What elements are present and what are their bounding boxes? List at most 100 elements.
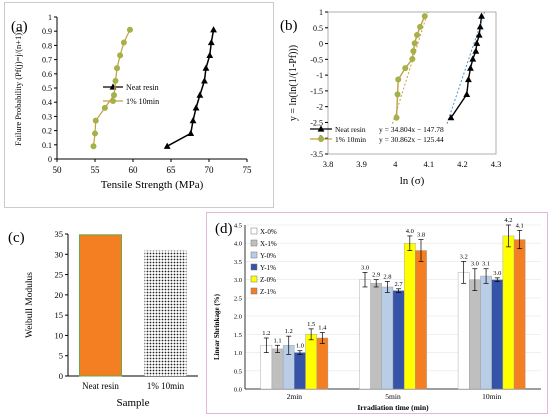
d-data-label: 1.0	[296, 343, 304, 350]
d-bar	[469, 279, 481, 390]
d-data-label: 1.1	[273, 337, 281, 344]
a-data-point	[92, 117, 99, 124]
b-x-tick-label: 3.8	[323, 159, 334, 169]
a-data-point	[90, 143, 97, 150]
a-data-point	[201, 77, 208, 84]
d-bar	[370, 283, 383, 390]
c-y-tick-label: 0	[59, 371, 63, 381]
panel-d-linear-shrinkage-chart: 0.0 0.5 1.0 1.5 2.0 2.5 3.0 3.5 4.0 4.5 1.2 1.1 1.2 1…	[206, 212, 548, 414]
d-bar	[457, 272, 470, 390]
d-data-label: 2.7	[395, 281, 404, 288]
a-series-line	[166, 29, 215, 147]
b-x-tick-label: 4.3	[491, 159, 502, 169]
d-bar	[381, 286, 394, 390]
b-x-tick-label: 4	[393, 159, 398, 169]
b-data-point	[410, 48, 417, 55]
d-data-label: 1.2	[262, 330, 270, 337]
a-x-tick-label: 60	[129, 165, 139, 175]
b-plot-frame	[327, 11, 497, 155]
a-y-tick-label: 0.2	[42, 127, 52, 136]
a-y-tick-label: 0.3	[42, 112, 52, 121]
a-y-tick-label: 0.7	[42, 56, 52, 65]
c-y-tick-label: 30	[55, 249, 64, 259]
d-legend-label: Z-1%	[260, 288, 276, 296]
d-y-tick-label: 1.0	[234, 350, 242, 357]
b-data-point	[478, 12, 485, 19]
b-data-point	[395, 76, 402, 83]
d-data-label: 3.0	[493, 270, 501, 277]
d-data-label: 2.9	[372, 272, 380, 279]
d-legend-swatch	[250, 251, 258, 259]
d-y-tick-label: 0.0	[234, 387, 242, 394]
c-y-tick-label: 15	[55, 310, 64, 320]
a-data-point	[126, 26, 133, 33]
d-data-label: 4.1	[516, 222, 524, 229]
a-y-tick-label: 0.8	[42, 41, 52, 50]
b-y-tick-label: -2	[316, 103, 323, 112]
a-legend-label: Neat resin	[126, 83, 159, 92]
d-bar	[271, 348, 284, 390]
b-data-point	[463, 90, 471, 97]
d-legend-label: Z-0%	[260, 276, 276, 284]
b-x-tick-label: 3.9	[356, 159, 367, 169]
c-x-axis-title: Sample	[117, 397, 150, 409]
d-x-category-label: 10min	[482, 392, 501, 401]
d-y-tick-label: 2.5	[234, 295, 242, 302]
b-trendline	[392, 11, 429, 124]
b-y-tick-label: 0.5	[313, 24, 323, 33]
a-data-point	[163, 142, 171, 149]
b-data-point	[465, 75, 472, 83]
d-data-label: 1.2	[285, 328, 293, 335]
a-data-point	[210, 26, 217, 33]
b-equation: y = 34.804x − 147.78	[379, 125, 444, 134]
b-data-point	[393, 114, 400, 121]
d-bar	[480, 275, 492, 390]
d-legend-label: X-0%	[260, 228, 277, 236]
b-x-axis-title: ln (σ)	[400, 175, 425, 187]
b-data-point	[473, 39, 481, 46]
d-data-label: 1.4	[318, 325, 327, 332]
b-data-point	[394, 91, 401, 98]
d-legend-swatch	[250, 275, 258, 283]
a-data-point	[187, 129, 195, 137]
b-data-point	[476, 23, 484, 30]
a-data-point	[189, 117, 197, 124]
a-x-tick-label: 75	[243, 165, 253, 175]
b-data-point	[402, 65, 409, 72]
b-y-axis-title: y = ln(ln(1/(1-Pf)))	[288, 45, 299, 121]
d-x-category-label: 2min	[287, 392, 303, 401]
b-equation: y = 30.862x − 125.44	[379, 135, 444, 144]
a-x-tick-label: 65	[167, 165, 177, 175]
c-y-axis-title: Weibull Modulus	[25, 272, 35, 338]
panel-c-weibull-modulus-chart: 0 5 10 15 20 25 30 35 Neat resin 1% 10min Sample We…	[2, 216, 202, 412]
b-data-point	[467, 64, 474, 71]
d-bar	[294, 352, 306, 390]
d-bar	[403, 243, 416, 390]
d-legend-label: X-1%	[260, 240, 277, 248]
d-bar	[415, 250, 427, 390]
d-bar	[316, 337, 329, 390]
d-bar	[305, 334, 317, 390]
a-data-point	[202, 64, 210, 71]
d-y-tick-label: 4.0	[234, 241, 242, 248]
c-panel-label: (c)	[8, 230, 25, 246]
b-y-tick-label: -0.5	[310, 55, 323, 64]
a-data-point	[101, 104, 108, 111]
b-data-point	[409, 56, 416, 63]
a-x-axis-title: Tensile Strength (MPa)	[101, 179, 204, 191]
b-x-tick-label: 4.2	[457, 159, 468, 169]
b-y-tick-label: -1	[316, 71, 323, 80]
b-legend-marker	[318, 135, 325, 142]
a-y-axis-title: Failure Probability (Pf(j)=j/(n+1))	[13, 30, 23, 146]
b-data-point	[475, 31, 483, 38]
d-data-label: 3.2	[460, 253, 468, 260]
b-legend-marker	[317, 125, 325, 132]
b-data-point	[447, 114, 455, 121]
a-series-line	[92, 29, 131, 147]
c-bar	[79, 234, 122, 377]
a-y-tick-label: 0.6	[42, 70, 52, 79]
a-data-point	[207, 38, 215, 46]
a-x-tick-label: 55	[91, 165, 101, 175]
a-x-tick-label: 70	[205, 165, 215, 175]
a-data-point	[117, 52, 124, 59]
